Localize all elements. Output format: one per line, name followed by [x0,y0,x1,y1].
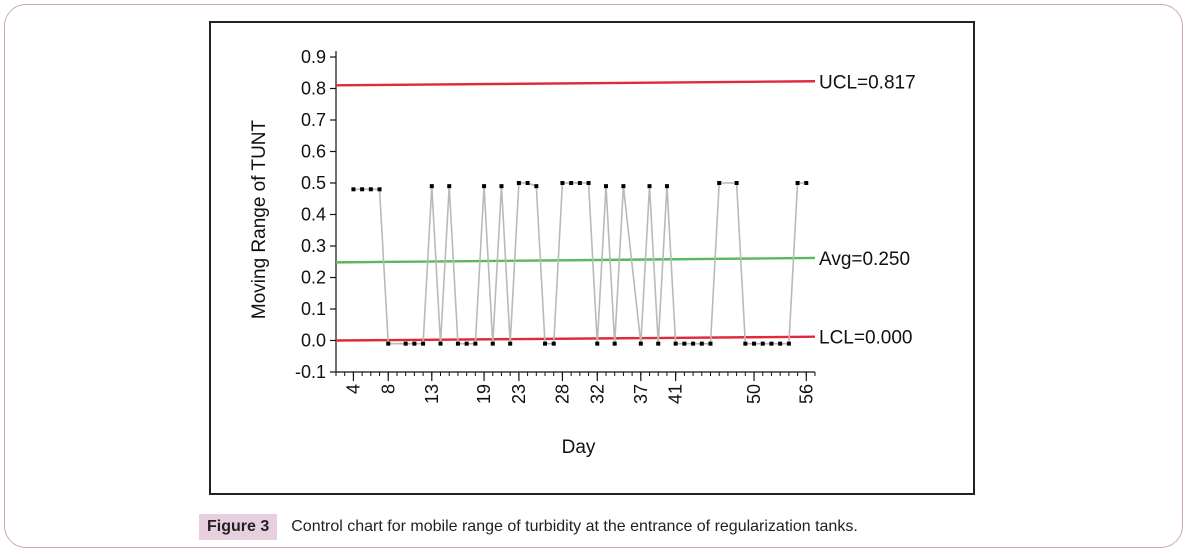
chart-axes: -0.1 0.0 0.1 0.2 0.3 0.4 0.5 0.6 0.7 0.8 0.9 4 8 13 19… [295,47,816,404]
data-point [525,181,530,185]
y-tick-label: -0.1 [295,362,326,382]
data-point [351,187,356,192]
data-point [516,181,521,185]
y-tick-label: 0.2 [301,268,326,288]
data-point [656,341,661,346]
data-point [786,341,791,346]
data-point [412,341,417,346]
x-tick-label: 41 [666,384,686,404]
y-tick-label: 0.7 [301,110,326,130]
data-point [421,341,426,346]
data-point [612,341,617,346]
data-point [551,341,556,346]
data-point [455,341,460,346]
series-line [353,182,807,345]
control-chart: -0.1 0.0 0.1 0.2 0.3 0.4 0.5 0.6 0.7 0.8 0.9 4 8 13 19… [249,47,916,458]
y-tick-label: 0.6 [301,142,326,162]
data-point [464,341,469,346]
data-point [682,341,687,346]
data-point [673,341,678,346]
data-point [752,341,757,346]
avg-line [335,256,816,264]
y-tick-label: 0.0 [301,331,326,351]
data-point [743,341,748,346]
data-point [534,184,539,189]
avg-label: Avg=0.250 [819,249,910,270]
data-point [499,184,504,189]
data-point [621,184,626,189]
x-tick-label: 19 [474,384,494,404]
y-axis-title: Moving Range of TUNT [249,119,270,319]
data-point [804,181,809,185]
ucl-label: UCL=0.817 [819,72,916,93]
x-tick-label: 4 [343,384,363,394]
x-tick-label: 23 [509,384,529,404]
data-point [543,341,548,346]
y-tick-label: 0.4 [301,205,326,225]
x-tick-label: 13 [422,384,442,404]
data-point [795,181,800,185]
y-tick-label: 0.5 [301,173,326,193]
data-point [438,341,443,346]
chart-labels: UCL=0.817 Avg=0.250 LCL=0.000 Day Moving Ran… [249,72,916,458]
control-limits [335,80,816,342]
figure-label: Figure 3 [199,514,278,540]
x-tick-label: 32 [587,384,607,404]
lcl-line [335,335,816,342]
data-point [603,184,608,189]
data-point [386,341,391,346]
data-point [717,181,722,185]
data-point [577,181,582,185]
data-point [368,187,373,192]
data-series [351,181,809,346]
data-point [360,187,365,192]
data-point [560,181,565,185]
data-point [647,184,652,189]
data-point [403,341,408,346]
x-axis-title: Day [562,437,596,458]
data-point [490,341,495,346]
data-point [699,341,704,346]
y-tick-label: 0.8 [301,79,326,99]
data-point [595,341,600,346]
x-tick-label: 28 [552,384,572,404]
y-tick-label: 0.1 [301,299,326,319]
x-tick-label: 50 [744,384,764,404]
data-point [569,181,574,185]
data-point [429,184,434,189]
data-point [638,341,643,346]
data-point [708,341,713,346]
data-point [447,184,452,189]
ucl-line [335,80,816,87]
data-point [769,341,774,346]
data-point [691,341,696,346]
x-tick-label: 37 [631,384,651,404]
x-tick-label: 56 [796,384,816,404]
chart-panel: -0.1 0.0 0.1 0.2 0.3 0.4 0.5 0.6 0.7 0.8 0.9 4 8 13 19… [209,21,975,495]
data-point [508,341,513,346]
data-point [482,184,487,189]
data-point [664,184,669,189]
data-point [473,341,478,346]
data-point [377,187,382,192]
figure-caption: Figure 3 Control chart for mobile range … [199,513,858,541]
y-tick-label: 0.9 [301,47,326,67]
caption-text: Control chart for mobile range of turbid… [291,518,858,535]
x-tick-label: 8 [378,384,398,394]
data-point [778,341,783,346]
data-point [760,341,765,346]
data-point [586,181,591,185]
y-tick-label: 0.3 [301,236,326,256]
lcl-label: LCL=0.000 [819,328,913,349]
data-point [734,181,739,185]
